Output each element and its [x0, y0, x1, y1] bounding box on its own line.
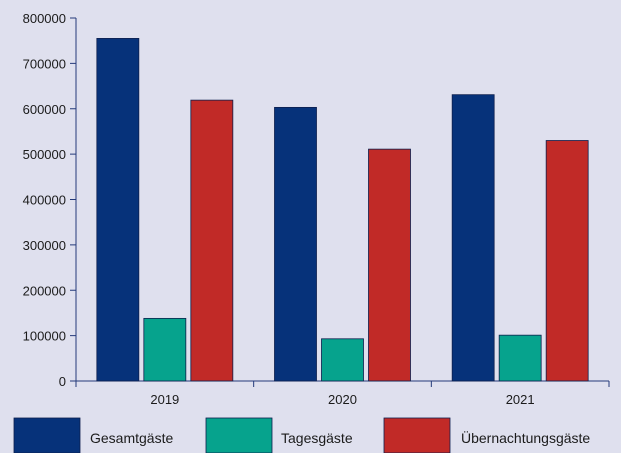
y-tick-label: 500000: [23, 147, 66, 162]
y-tick-label: 700000: [23, 56, 66, 71]
y-tick-label: 300000: [23, 238, 66, 253]
y-axis: 0 100000 200000 300000 400000 500000 600000 700…: [23, 11, 77, 389]
y-tick-label: 800000: [23, 11, 66, 26]
bar-2-2021: [498, 334, 542, 382]
y-tick-label: 200000: [23, 283, 66, 298]
legend-item-2: Tagesgäste: [205, 417, 353, 453]
x-axis: 2019 2020 2021: [75, 380, 610, 407]
legend-swatch: [383, 417, 451, 453]
bar-3-2021: [545, 140, 589, 382]
bars: [96, 38, 589, 382]
y-tick-label: 100000: [23, 329, 66, 344]
bar-1-2020: [274, 106, 317, 382]
y-tick-label: 600000: [23, 102, 66, 117]
legend-item-1: Gesamtgäste: [13, 417, 173, 453]
bar-1-2019: [96, 38, 140, 382]
bar-2-2019: [143, 317, 187, 382]
x-tick-label: 2019: [150, 392, 179, 407]
legend-swatch: [205, 417, 273, 453]
y-tick-label: 0: [59, 374, 66, 389]
legend: Gesamtgäste Tagesgäste Übernachtungsgäste: [13, 417, 590, 453]
x-tick-label: 2021: [506, 392, 535, 407]
bar-1-2021: [451, 94, 495, 382]
legend-label: Gesamtgäste: [90, 430, 173, 446]
y-tick-label: 400000: [23, 193, 66, 208]
legend-swatch: [13, 417, 81, 453]
legend-label: Übernachtungsgäste: [461, 429, 590, 446]
bar-3-2019: [190, 99, 234, 382]
bar-3-2020: [368, 148, 411, 382]
legend-label: Tagesgäste: [281, 430, 353, 446]
x-tick-label: 2020: [328, 392, 357, 407]
bar-2-2020: [321, 338, 364, 382]
legend-item-3: Übernachtungsgäste: [383, 417, 590, 453]
